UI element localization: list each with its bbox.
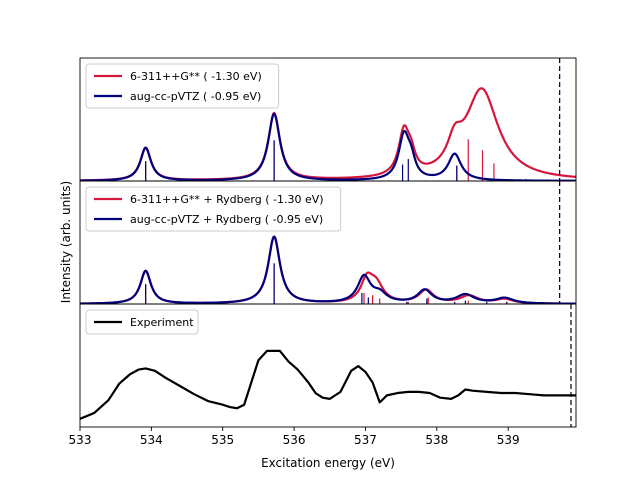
x-tick-label-1: 533 bbox=[69, 433, 92, 447]
series-line-p2-2 bbox=[80, 235, 576, 304]
panel-2-plot bbox=[80, 181, 576, 304]
panel-3: Experiment bbox=[79, 303, 577, 428]
x-tick-label-4: 536 bbox=[283, 433, 306, 447]
x-tick-label-5: 537 bbox=[354, 433, 377, 447]
x-tick-label-7: 539 bbox=[497, 433, 520, 447]
legend-label-p2-1: 6-311++G** + Rydberg ( -1.30 eV) bbox=[130, 193, 324, 206]
spectra-panels: 6-311++G** ( -1.30 eV) aug-cc-pVTZ ( -0.9… bbox=[79, 57, 577, 428]
x-axis: 533 534 535 536 537 538 539 bbox=[69, 427, 520, 447]
panel-1: 6-311++G** ( -1.30 eV) aug-cc-pVTZ ( -0.9… bbox=[79, 57, 577, 182]
panel-2: 6-311++G** + Rydberg ( -1.30 eV) aug-cc-p… bbox=[79, 180, 577, 305]
y-axis-title: Intensity (arb. units) bbox=[59, 181, 73, 303]
series-line-p1-2 bbox=[80, 112, 576, 181]
legend-label-p3-1: Experiment bbox=[130, 316, 194, 329]
panel-3-frame bbox=[79, 303, 577, 428]
x-tick-label-6: 538 bbox=[425, 433, 448, 447]
panel-1-plot bbox=[80, 58, 576, 181]
legend-label-p1-2: aug-cc-pVTZ ( -0.95 eV) bbox=[130, 90, 261, 103]
legend-p2: 6-311++G** + Rydberg ( -1.30 eV) aug-cc-p… bbox=[85, 186, 342, 232]
legend-label-p1-1: 6-311++G** ( -1.30 eV) bbox=[130, 70, 262, 83]
x-tick-label-2: 534 bbox=[140, 433, 163, 447]
x-tick-label-3: 535 bbox=[211, 433, 234, 447]
panel-3-plot bbox=[80, 304, 576, 427]
legend-box-p1 bbox=[85, 63, 280, 109]
legend-p3: Experiment bbox=[85, 309, 199, 335]
x-axis-title: Excitation energy (eV) bbox=[261, 456, 395, 470]
legend-label-p2-2: aug-cc-pVTZ + Rydberg ( -0.95 eV) bbox=[130, 213, 323, 226]
legend-p1: 6-311++G** ( -1.30 eV) aug-cc-pVTZ ( -0.9… bbox=[85, 63, 280, 109]
series-line-p3-1 bbox=[80, 349, 576, 420]
legend-box-p3 bbox=[85, 309, 199, 335]
legend-box-p2 bbox=[85, 186, 342, 232]
